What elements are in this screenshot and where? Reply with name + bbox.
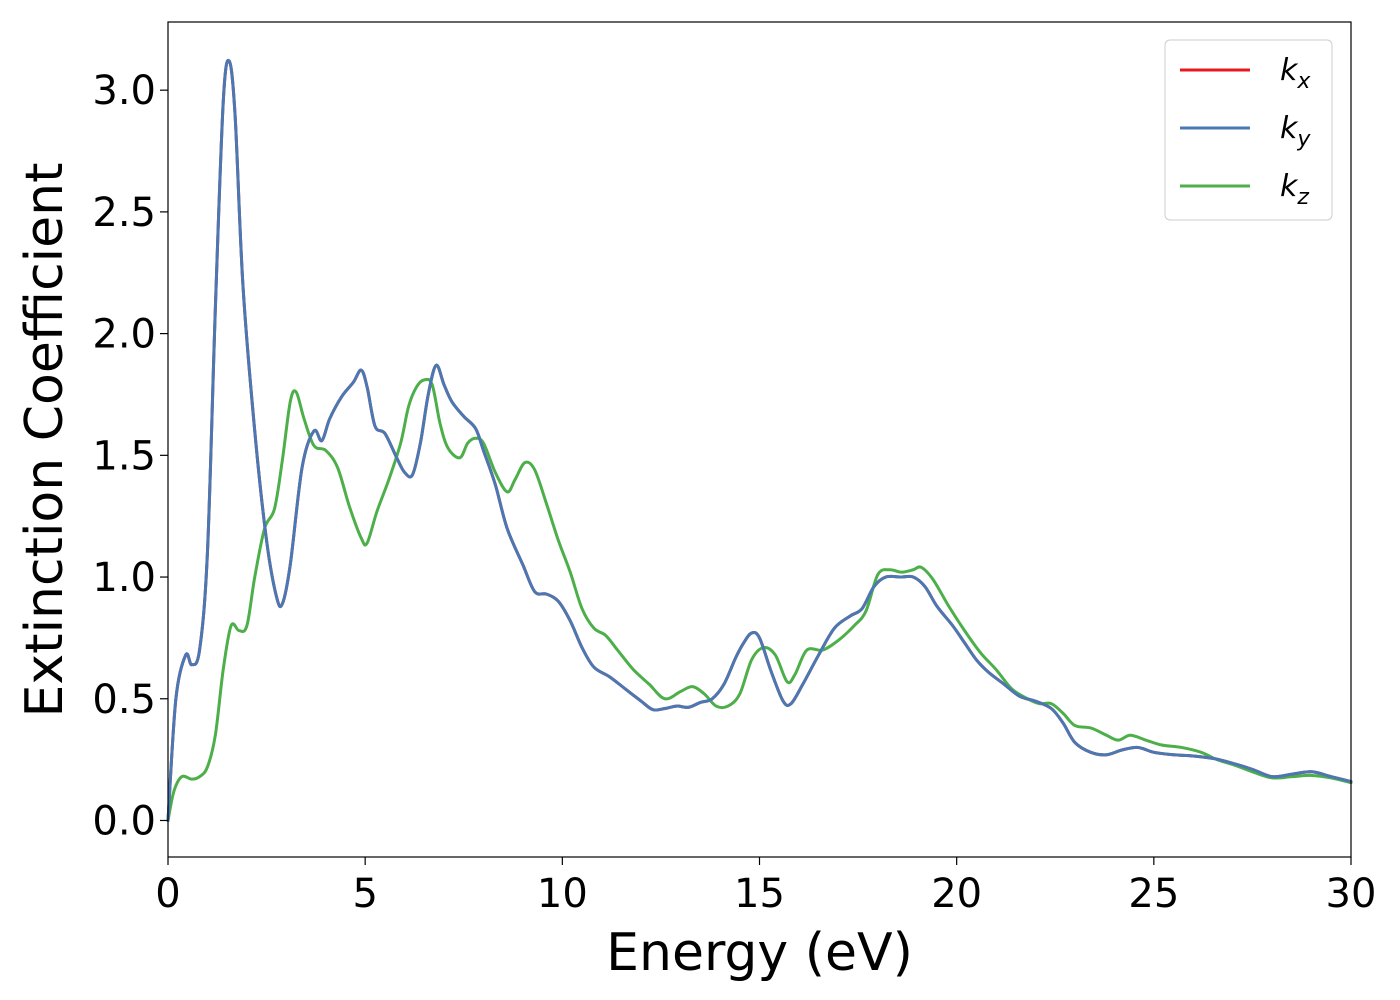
y-tick-label: 2.0: [92, 312, 156, 358]
legend: kx ky kz: [1164, 39, 1333, 221]
plot-background: [168, 22, 1351, 857]
y-axis-ticks: 0.0 0.5 1.0 1.5 2.0 2.5 3.0: [92, 68, 168, 844]
x-tick-label: 5: [352, 871, 377, 917]
x-tick-label: 0: [155, 871, 180, 917]
y-tick-label: 2.5: [92, 190, 156, 236]
y-tick-label: 1.5: [92, 433, 156, 479]
y-axis-title: Extinction Coefficient: [15, 163, 75, 718]
x-tick-label: 30: [1326, 871, 1377, 917]
x-tick-label: 25: [1128, 871, 1179, 917]
x-tick-label: 15: [734, 871, 785, 917]
y-tick-label: 0.5: [92, 677, 156, 723]
series-line-ky: [166, 58, 1353, 822]
x-tick-label: 20: [931, 871, 982, 917]
legend-label-ky: ky: [1280, 111, 1311, 152]
legend-label-kz: kz: [1280, 169, 1309, 210]
legend-label-kx: kx: [1280, 53, 1311, 94]
x-tick-label: 10: [537, 871, 588, 917]
series-group: [166, 58, 1353, 822]
series-line-kz: [166, 377, 1353, 822]
x-axis-title: Energy (eV): [606, 923, 913, 983]
y-tick-label: 1.0: [92, 555, 156, 601]
x-axis-ticks: 0 5 10 15 20 25 30: [155, 857, 1376, 917]
y-tick-label: 0.0: [92, 798, 156, 844]
legend-box: [1164, 39, 1333, 221]
y-tick-label: 3.0: [92, 68, 156, 114]
